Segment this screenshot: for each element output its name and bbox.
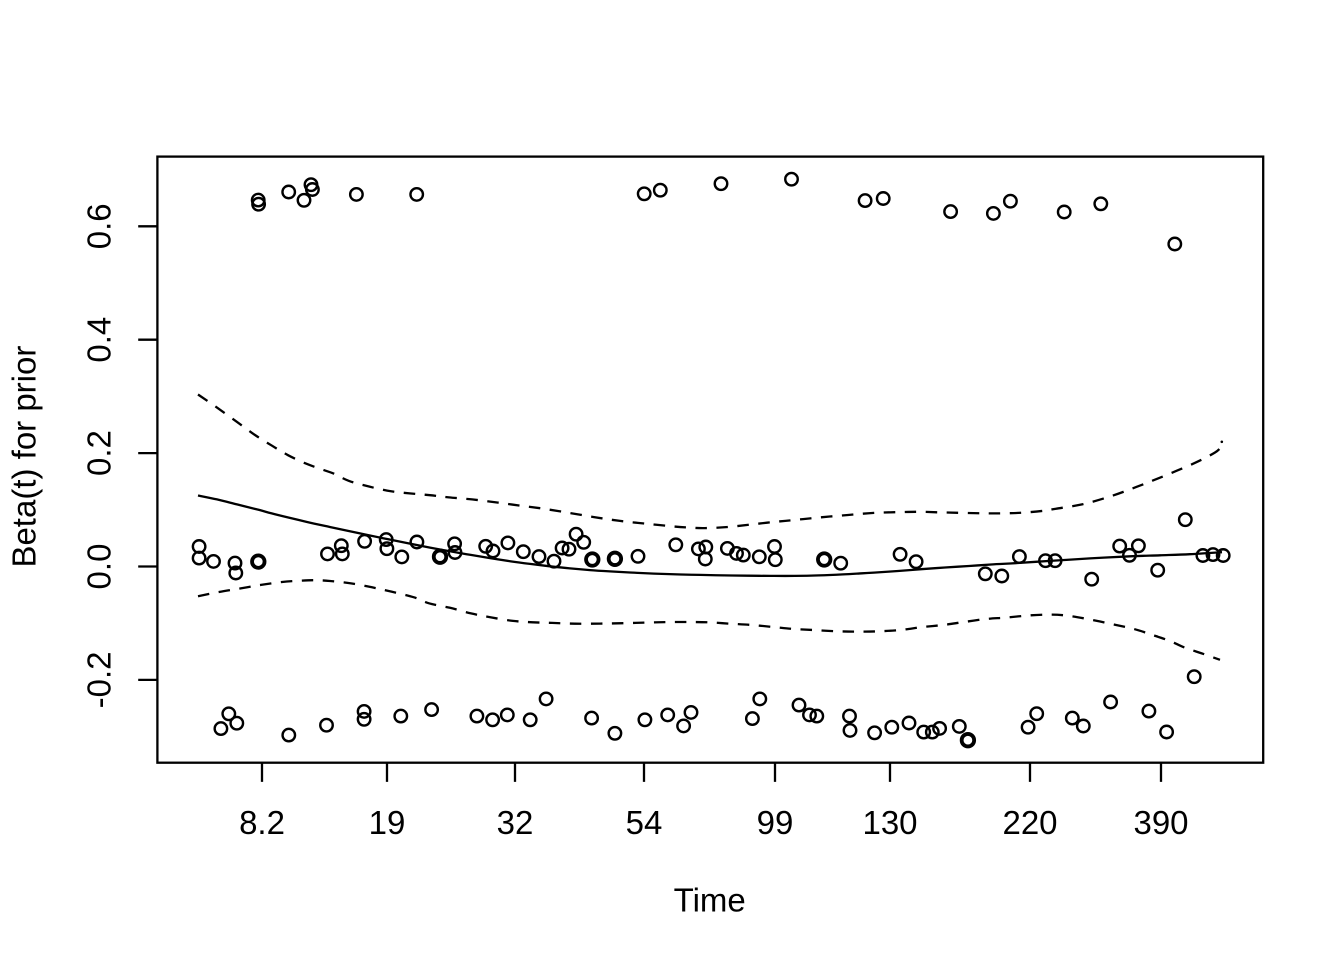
svg-text:130: 130 [862, 804, 917, 841]
svg-text:0.4: 0.4 [81, 317, 118, 363]
svg-text:Beta(t) for prior: Beta(t) for prior [5, 346, 42, 568]
svg-text:32: 32 [497, 804, 534, 841]
svg-text:19: 19 [369, 804, 406, 841]
svg-text:220: 220 [1002, 804, 1057, 841]
svg-text:0.6: 0.6 [81, 203, 118, 249]
svg-text:-0.2: -0.2 [81, 651, 118, 708]
svg-text:8.2: 8.2 [239, 804, 285, 841]
svg-text:0.2: 0.2 [81, 430, 118, 476]
svg-text:99: 99 [757, 804, 794, 841]
svg-text:54: 54 [626, 804, 663, 841]
svg-text:Time: Time [674, 882, 746, 919]
svg-text:390: 390 [1133, 804, 1188, 841]
svg-text:0.0: 0.0 [81, 544, 118, 590]
